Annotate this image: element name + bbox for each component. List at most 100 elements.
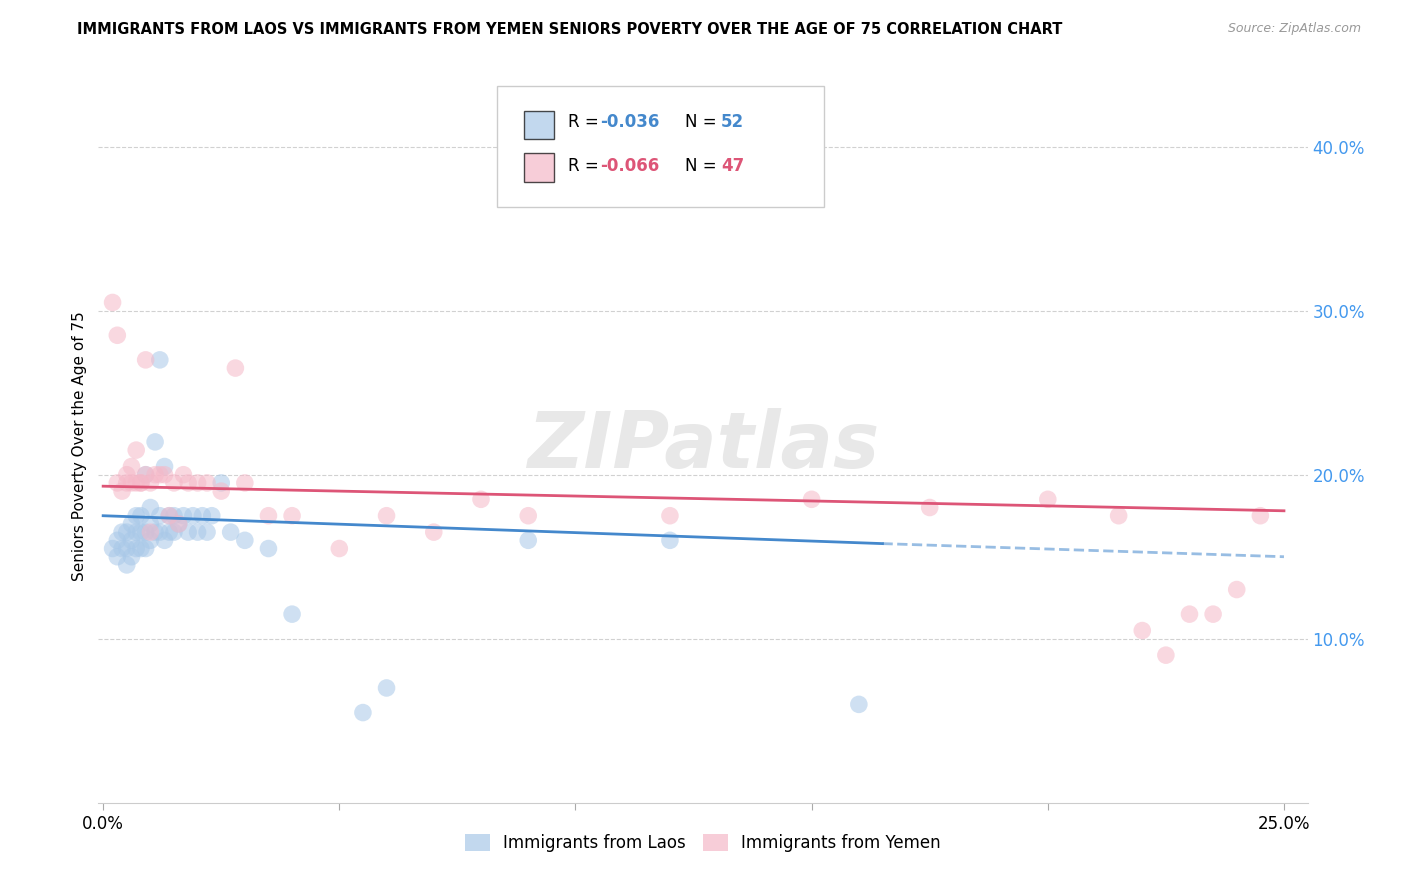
Point: [115, 541, 138, 556]
Point: [115, 525, 138, 540]
Point: [153, 467, 176, 482]
Point: [125, 475, 148, 490]
Point: [257, 541, 280, 556]
Y-axis label: Seniors Poverty Over the Age of 75: Seniors Poverty Over the Age of 75: [72, 311, 87, 581]
Point: [187, 475, 209, 490]
Point: [143, 525, 166, 540]
Point: [167, 516, 190, 531]
Point: [139, 525, 162, 540]
Point: [848, 698, 870, 712]
Point: [153, 459, 176, 474]
Point: [135, 467, 157, 482]
Point: [163, 475, 186, 490]
Point: [181, 508, 204, 523]
Point: [105, 328, 128, 343]
Point: [163, 525, 186, 540]
Point: [1130, 624, 1153, 638]
Point: [121, 475, 143, 490]
Point: [135, 525, 157, 540]
Text: R =: R =: [568, 157, 603, 175]
Point: [129, 475, 152, 490]
Point: [115, 475, 138, 490]
Point: [149, 467, 172, 482]
Point: [517, 508, 540, 523]
Point: [191, 508, 214, 523]
Point: [375, 508, 398, 523]
Legend: Immigrants from Laos, Immigrants from Yemen: Immigrants from Laos, Immigrants from Ye…: [458, 827, 948, 859]
Point: [115, 467, 138, 482]
Point: [143, 467, 166, 482]
Point: [209, 484, 232, 499]
Text: IMMIGRANTS FROM LAOS VS IMMIGRANTS FROM YEMEN SENIORS POVERTY OVER THE AGE OF 75: IMMIGRANTS FROM LAOS VS IMMIGRANTS FROM …: [77, 22, 1063, 37]
Point: [125, 508, 148, 523]
FancyBboxPatch shape: [498, 86, 824, 207]
FancyBboxPatch shape: [524, 111, 554, 139]
Point: [101, 541, 124, 556]
Point: [121, 549, 143, 564]
Point: [129, 541, 152, 556]
Point: [135, 352, 157, 367]
Point: [135, 467, 157, 482]
Point: [281, 508, 304, 523]
Point: [105, 533, 128, 548]
Point: [187, 525, 209, 540]
Text: 47: 47: [721, 157, 744, 175]
Text: ZIPatlas: ZIPatlas: [527, 408, 879, 484]
Point: [195, 475, 218, 490]
Point: [233, 533, 256, 548]
Point: [352, 706, 374, 720]
Point: [111, 484, 134, 499]
Point: [163, 508, 186, 523]
Point: [111, 541, 134, 556]
Point: [1249, 508, 1271, 523]
Point: [257, 508, 280, 523]
Point: [143, 434, 166, 449]
Point: [153, 533, 176, 548]
Point: [658, 508, 681, 523]
Point: [105, 549, 128, 564]
Point: [375, 681, 398, 695]
Point: [125, 525, 148, 540]
Point: [139, 475, 162, 490]
Text: N =: N =: [685, 112, 721, 131]
Point: [129, 525, 152, 540]
Point: [149, 508, 172, 523]
Point: [125, 443, 148, 458]
Text: -0.036: -0.036: [600, 112, 659, 131]
Point: [139, 500, 162, 515]
Point: [121, 533, 143, 548]
Point: [167, 516, 190, 531]
Text: N =: N =: [685, 157, 721, 175]
Point: [129, 475, 152, 490]
Point: [1178, 607, 1201, 622]
Point: [139, 533, 162, 548]
Point: [157, 508, 180, 523]
Point: [135, 541, 157, 556]
Point: [281, 607, 304, 622]
Point: [800, 492, 823, 507]
Point: [1154, 648, 1177, 662]
Point: [139, 516, 162, 531]
Point: [157, 525, 180, 540]
FancyBboxPatch shape: [524, 153, 554, 182]
Point: [918, 500, 941, 515]
Point: [125, 541, 148, 556]
Point: [121, 516, 143, 531]
Text: Source: ZipAtlas.com: Source: ZipAtlas.com: [1227, 22, 1361, 36]
Point: [195, 525, 218, 540]
Point: [177, 475, 200, 490]
Point: [328, 541, 350, 556]
Point: [129, 508, 152, 523]
Point: [172, 508, 194, 523]
Text: 52: 52: [721, 112, 744, 131]
Point: [1036, 492, 1059, 507]
Text: R =: R =: [568, 112, 603, 131]
Point: [517, 533, 540, 548]
Point: [470, 492, 492, 507]
Point: [1202, 607, 1225, 622]
Point: [658, 533, 681, 548]
Point: [224, 361, 246, 376]
Point: [149, 352, 172, 367]
Point: [1108, 508, 1130, 523]
Point: [121, 459, 143, 474]
